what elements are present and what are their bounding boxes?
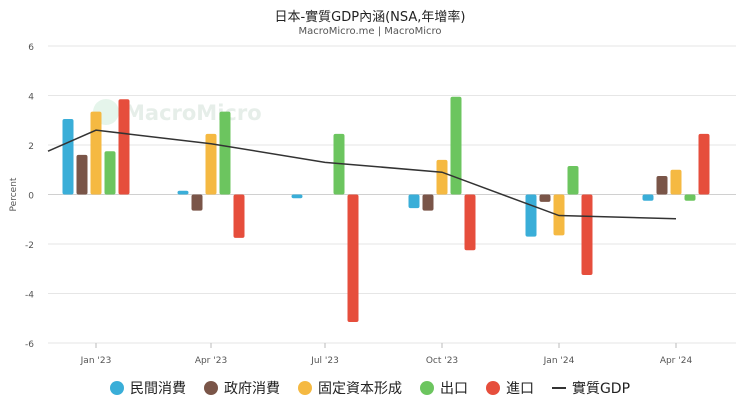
bar-imports bbox=[233, 194, 245, 238]
bar-imports bbox=[581, 194, 593, 275]
bar-imports bbox=[118, 99, 130, 195]
bar-private_consumption bbox=[177, 190, 189, 195]
bar-fixed_capital bbox=[670, 169, 682, 195]
watermark-text: MacroMicro bbox=[124, 101, 262, 125]
y-tick-label: 0 bbox=[28, 192, 34, 202]
legend-swatch bbox=[203, 381, 218, 395]
x-tick-label: Apr '24 bbox=[660, 356, 693, 366]
bar-government_consumption bbox=[656, 175, 668, 195]
chart-subtitle: MacroMicro.me | MacroMicro bbox=[298, 26, 442, 37]
legend-item-gdp_line[interactable]: 實質GDP bbox=[551, 378, 631, 398]
bar-imports bbox=[464, 194, 476, 251]
legend: 民間消費 政府消費 固定資本形成 出口 進口 實質GDP bbox=[0, 378, 740, 398]
bar-imports bbox=[347, 194, 359, 322]
y-tick-label: 4 bbox=[28, 93, 34, 103]
bar-exports bbox=[567, 166, 579, 195]
bar-exports bbox=[450, 96, 462, 195]
bar-exports bbox=[684, 194, 696, 201]
bar-fixed_capital bbox=[436, 159, 448, 195]
bar-private_consumption bbox=[642, 194, 654, 201]
legend-item-imports[interactable]: 進口 bbox=[485, 378, 534, 398]
chart-title: 日本-實質GDP內涵(NSA,年增率) bbox=[274, 10, 466, 25]
y-tick-label: 6 bbox=[28, 43, 34, 53]
legend-label: 政府消費 bbox=[223, 381, 280, 397]
y-tick-label: 2 bbox=[28, 142, 34, 152]
legend-line-swatch bbox=[551, 387, 566, 389]
bar-government_consumption bbox=[191, 194, 203, 211]
bar-fixed_capital bbox=[205, 133, 217, 195]
x-tick-label: Oct '23 bbox=[426, 356, 458, 366]
legend-swatch bbox=[109, 381, 124, 395]
bar-exports bbox=[104, 151, 116, 195]
x-tick-label: Jul '23 bbox=[310, 356, 339, 366]
legend-item-government_consumption[interactable]: 政府消費 bbox=[203, 378, 280, 398]
legend-label: 進口 bbox=[505, 381, 534, 397]
legend-label: 民間消費 bbox=[129, 381, 186, 397]
y-axis-label: Percent bbox=[9, 177, 19, 211]
legend-swatch bbox=[485, 381, 500, 395]
bar-imports bbox=[698, 133, 710, 195]
bar-fixed_capital bbox=[90, 111, 102, 195]
watermark: MacroMicro bbox=[93, 99, 262, 125]
x-tick-label: Jan '24 bbox=[543, 356, 575, 366]
legend-label: 出口 bbox=[439, 381, 468, 397]
gdp-line bbox=[47, 129, 677, 220]
y-tick-label: -6 bbox=[25, 340, 34, 350]
legend-item-fixed_capital[interactable]: 固定資本形成 bbox=[297, 378, 402, 398]
y-tick-label: -2 bbox=[25, 241, 34, 251]
bar-government_consumption bbox=[76, 154, 88, 195]
legend-swatch bbox=[419, 381, 434, 395]
bar-government_consumption bbox=[539, 194, 551, 202]
legend-item-exports[interactable]: 出口 bbox=[419, 378, 468, 398]
legend-swatch bbox=[297, 381, 312, 395]
bar-government_consumption bbox=[422, 194, 434, 211]
y-tick-label: -4 bbox=[25, 291, 34, 301]
legend-label: 固定資本形成 bbox=[317, 381, 402, 397]
bar-private_consumption bbox=[291, 194, 303, 199]
legend-item-private_consumption[interactable]: 民間消費 bbox=[109, 378, 186, 398]
bar-private_consumption bbox=[408, 194, 420, 209]
x-tick-label: Apr '23 bbox=[195, 356, 227, 366]
bar-private_consumption bbox=[525, 194, 537, 237]
legend-label: 實質GDP bbox=[571, 381, 631, 397]
bar-exports bbox=[219, 111, 231, 195]
bar-private_consumption bbox=[62, 119, 74, 195]
x-tick-label: Jan '23 bbox=[80, 356, 112, 366]
